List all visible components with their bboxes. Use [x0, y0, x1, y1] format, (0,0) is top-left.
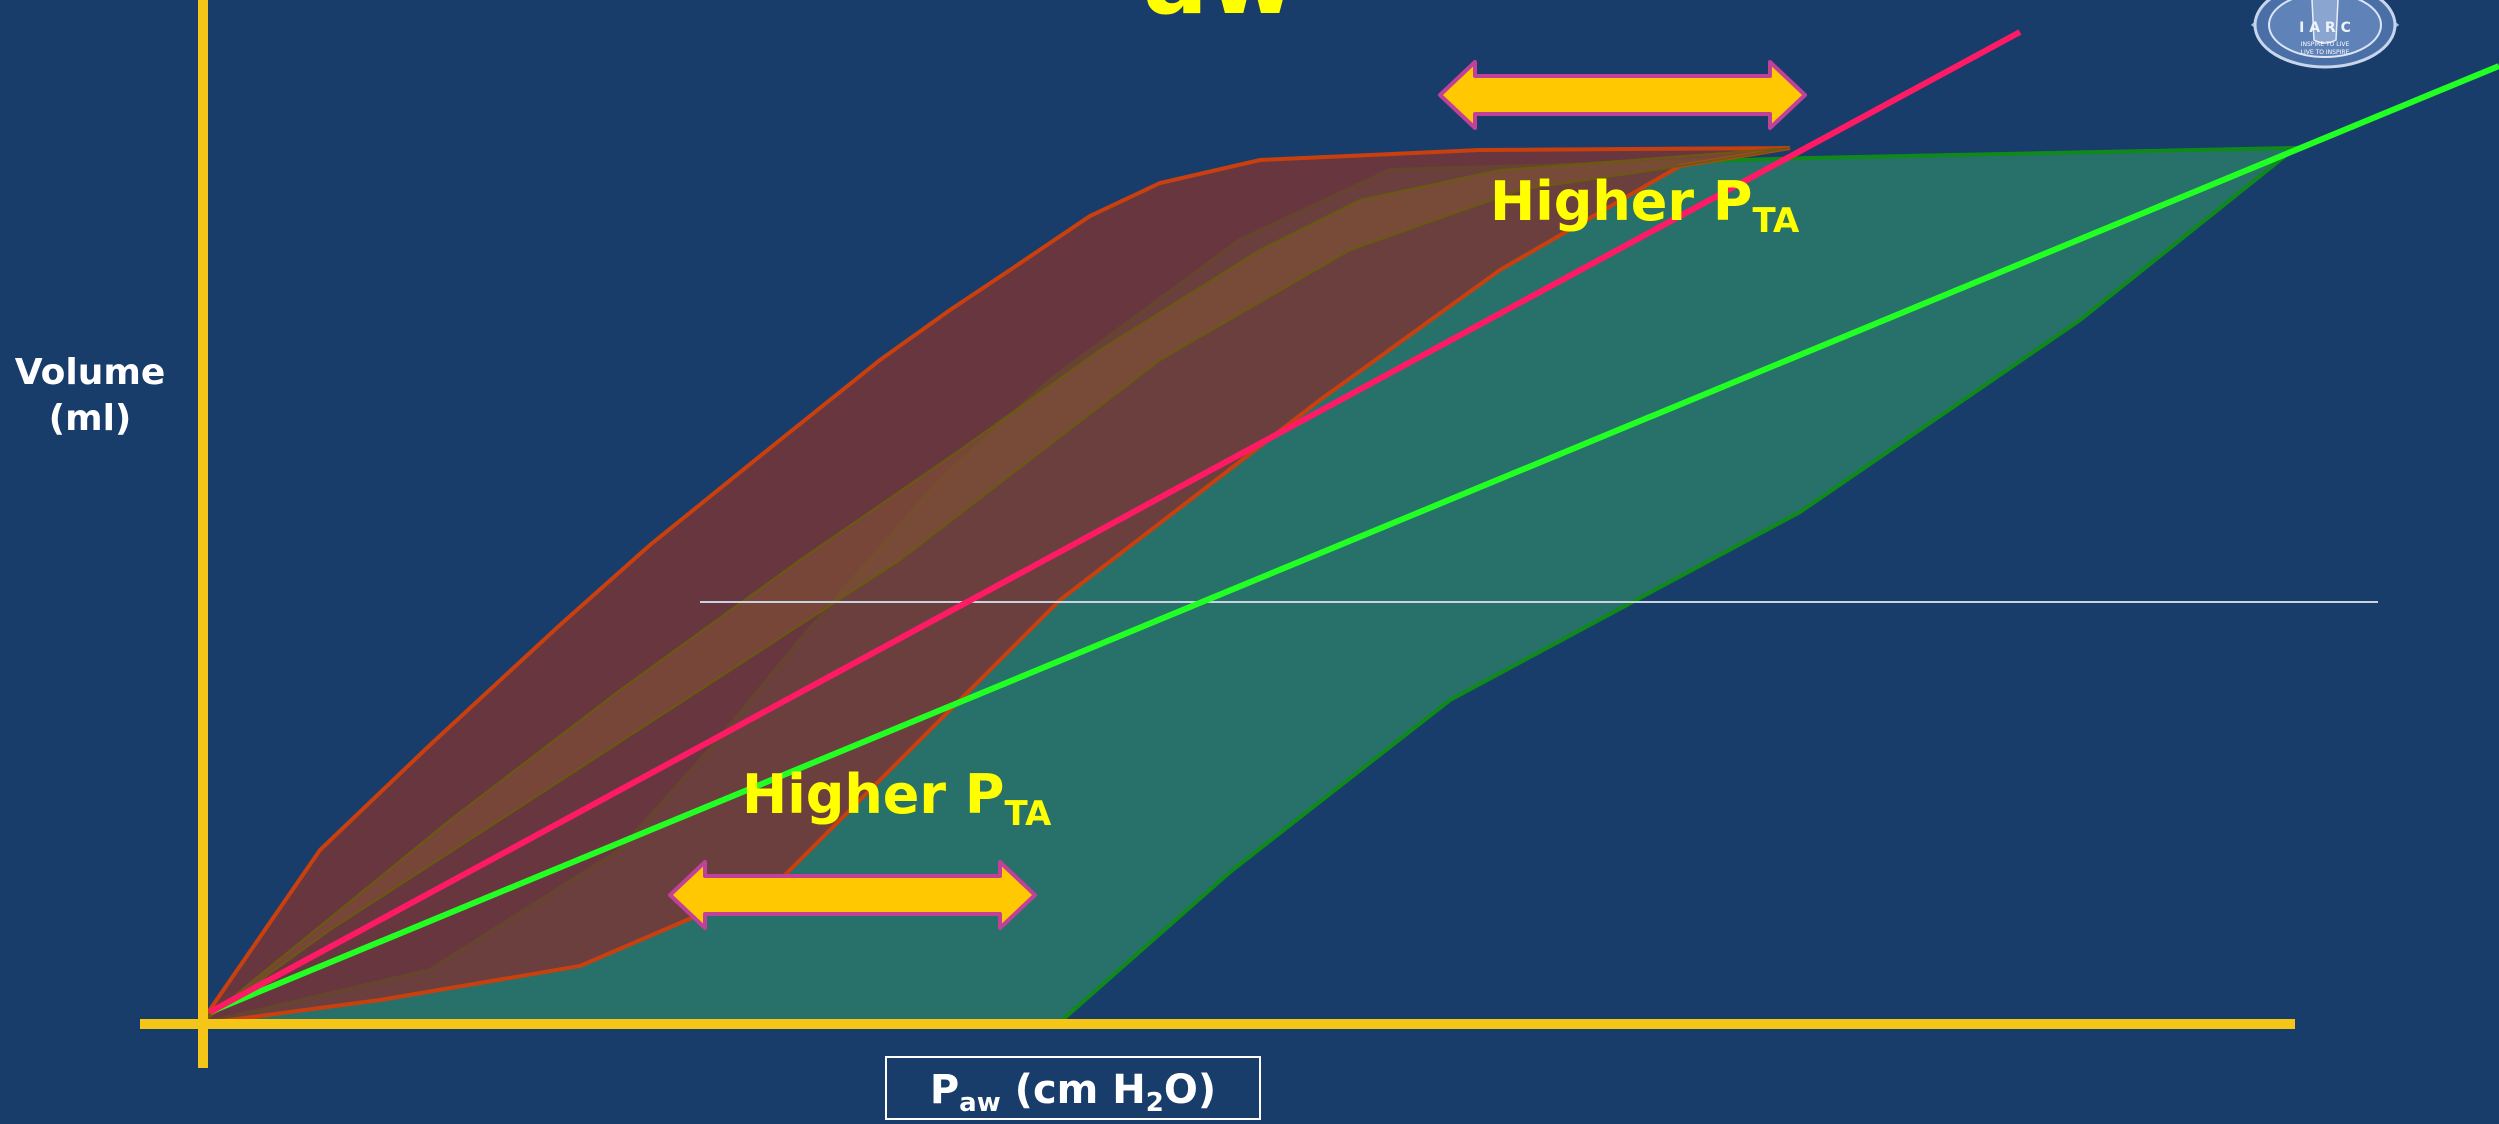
logo-text: I A R C [2299, 20, 2351, 36]
callout-top-main: Higher P [1490, 170, 1753, 233]
title-fragment: aw [1143, 0, 1296, 28]
callout-bottom-main: Higher P [742, 763, 1005, 826]
logo-motto-line1: INSPIRE TO LIVE [2301, 41, 2350, 48]
iarc-logo: I A R C INSPIRE TO LIVE LIVE TO INSPIRE [2250, 0, 2400, 69]
callout-bottom-sub: TA [1004, 794, 1052, 834]
y-axis-label-line1: Volume [14, 352, 166, 393]
double-arrow-top [1438, 60, 1807, 130]
pink-compliance-line [208, 29, 2022, 1015]
green-compliance-line [208, 63, 2499, 1015]
x-axis-label-main: P [929, 1067, 960, 1113]
x-axis-label-sub2: 2 [1145, 1088, 1164, 1118]
x-axis-label: Paw (cm H2O) [885, 1056, 1261, 1120]
callout-higher-pta-top: Higher PTA [1490, 175, 1799, 239]
loop-overlap-band [199, 147, 1791, 1025]
double-arrow-bottom [668, 860, 1037, 930]
x-axis-label-rest: (cm H [1000, 1067, 1146, 1113]
callout-higher-pta-bottom: Higher PTA [742, 768, 1051, 832]
y-axis-label-line2: (ml) [48, 398, 132, 439]
y-axis-label: Volume (ml) [6, 350, 174, 442]
x-axis-label-sub: aw [959, 1088, 1001, 1118]
logo-motto-line2: LIVE TO INSPIRE [2301, 49, 2350, 56]
callout-top-sub: TA [1752, 201, 1800, 241]
x-axis-label-end: O) [1163, 1067, 1217, 1113]
logo-emblem [2250, 0, 2400, 69]
